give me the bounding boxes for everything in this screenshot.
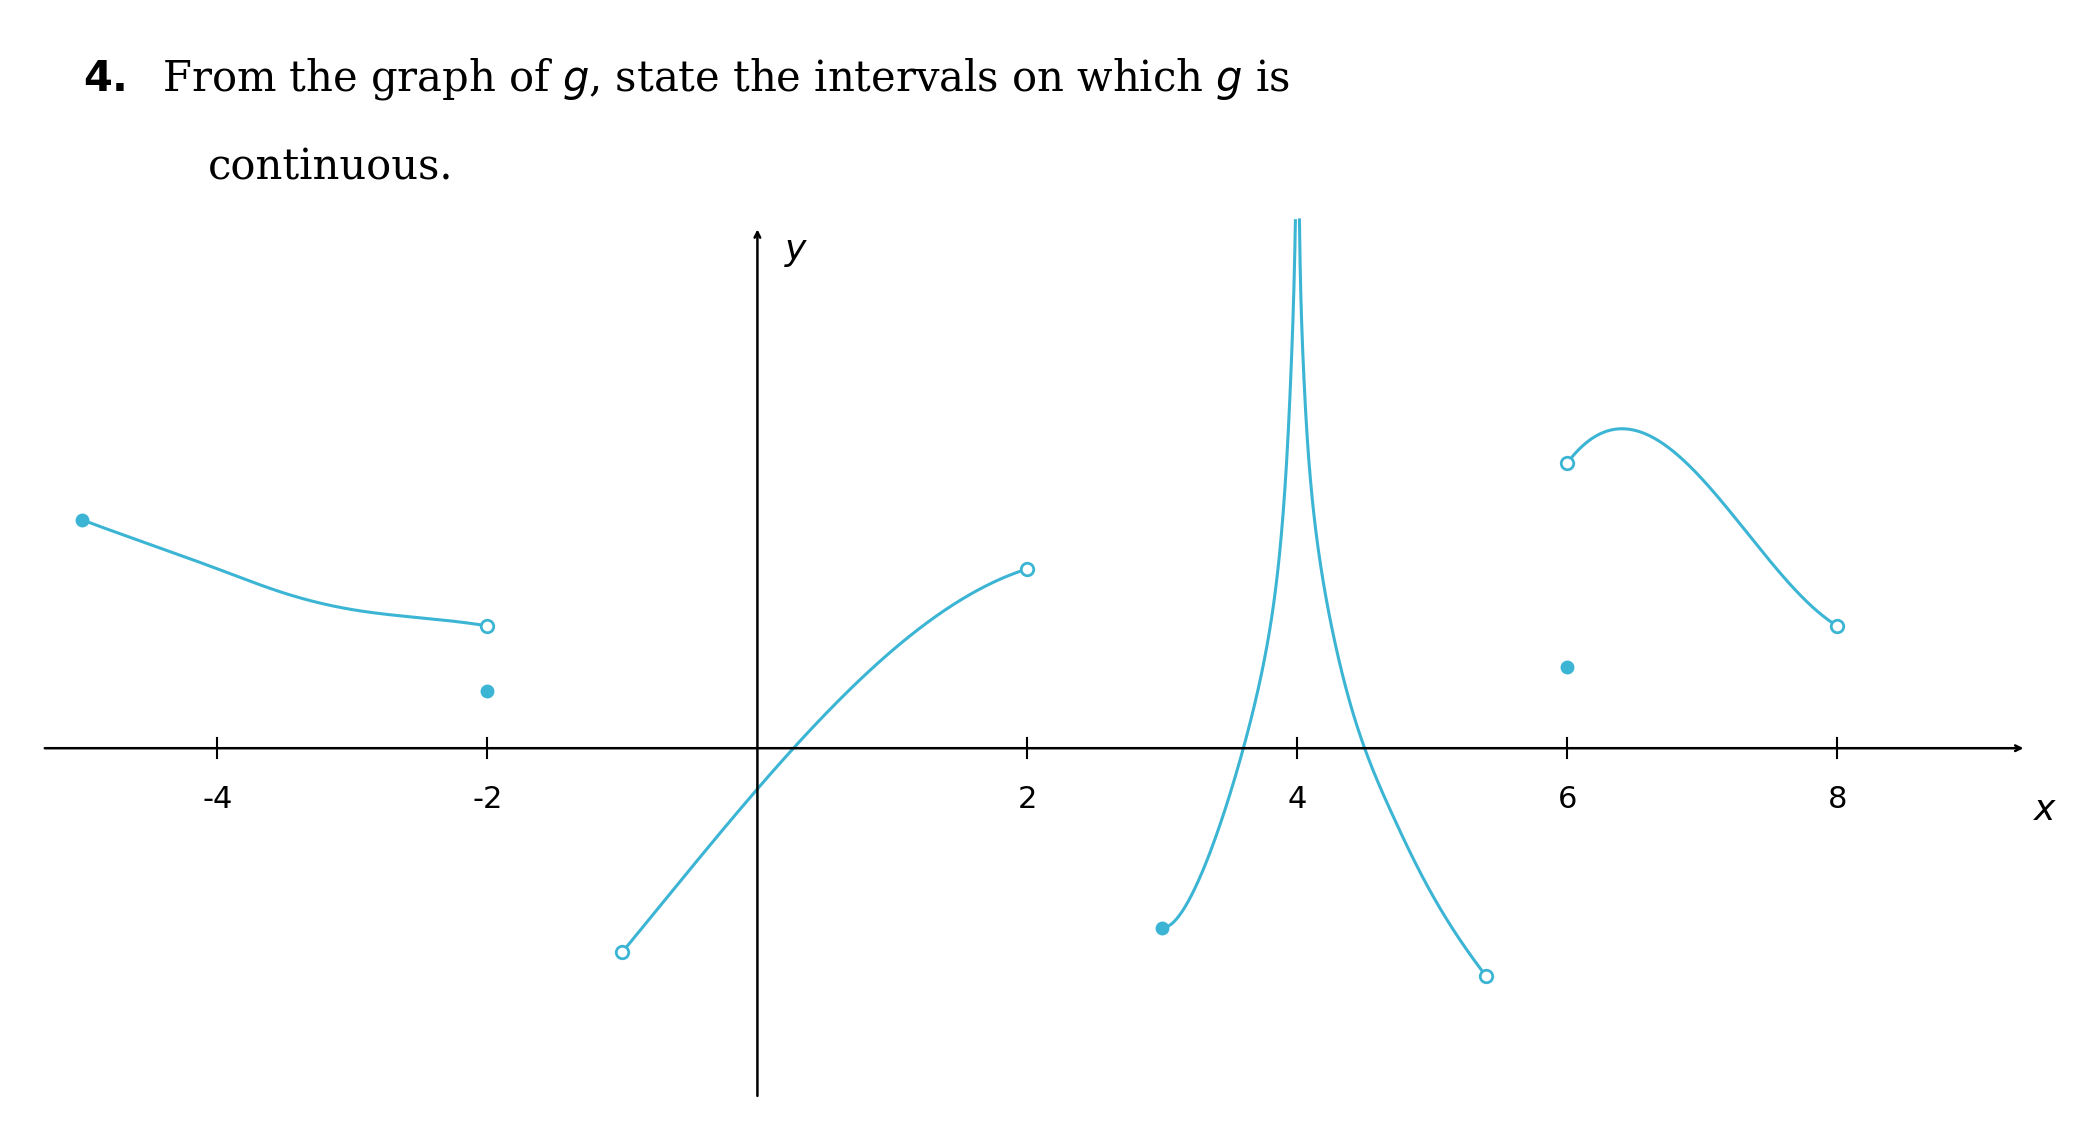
Text: 2: 2: [1018, 785, 1037, 814]
Text: $x$: $x$: [2033, 793, 2057, 827]
Text: $\mathbf{4.}$  From the graph of $g$, state the intervals on which $g$ is: $\mathbf{4.}$ From the graph of $g$, sta…: [83, 56, 1290, 103]
Text: -2: -2: [473, 785, 502, 814]
Text: $y$: $y$: [784, 235, 809, 269]
Text: 6: 6: [1558, 785, 1576, 814]
Text: continuous.: continuous.: [207, 147, 452, 189]
Text: -4: -4: [203, 785, 232, 814]
Text: 8: 8: [1827, 785, 1848, 814]
Text: 4: 4: [1288, 785, 1307, 814]
